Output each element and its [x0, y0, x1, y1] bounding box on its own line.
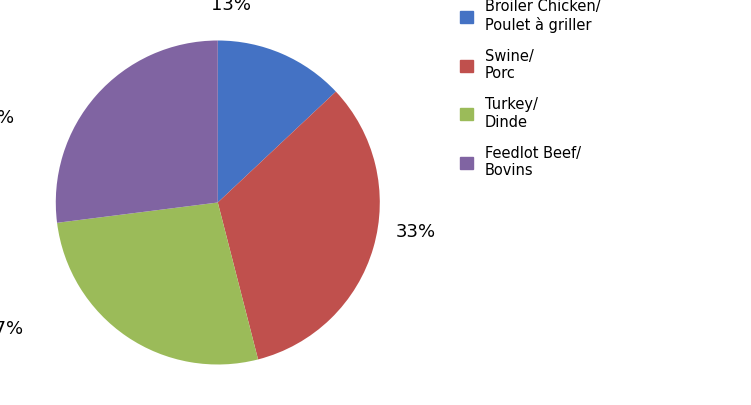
- Wedge shape: [218, 40, 336, 202]
- Text: 13%: 13%: [211, 0, 251, 14]
- Text: 27%: 27%: [0, 320, 24, 338]
- Legend: Broiler Chicken/
Poulet à griller, Swine/
Porc, Turkey/
Dinde, Feedlot Beef/
Bov: Broiler Chicken/ Poulet à griller, Swine…: [460, 0, 600, 178]
- Text: 27%: 27%: [0, 109, 14, 127]
- Wedge shape: [218, 92, 380, 359]
- Wedge shape: [57, 202, 258, 364]
- Wedge shape: [56, 40, 218, 223]
- Text: 33%: 33%: [395, 223, 436, 241]
